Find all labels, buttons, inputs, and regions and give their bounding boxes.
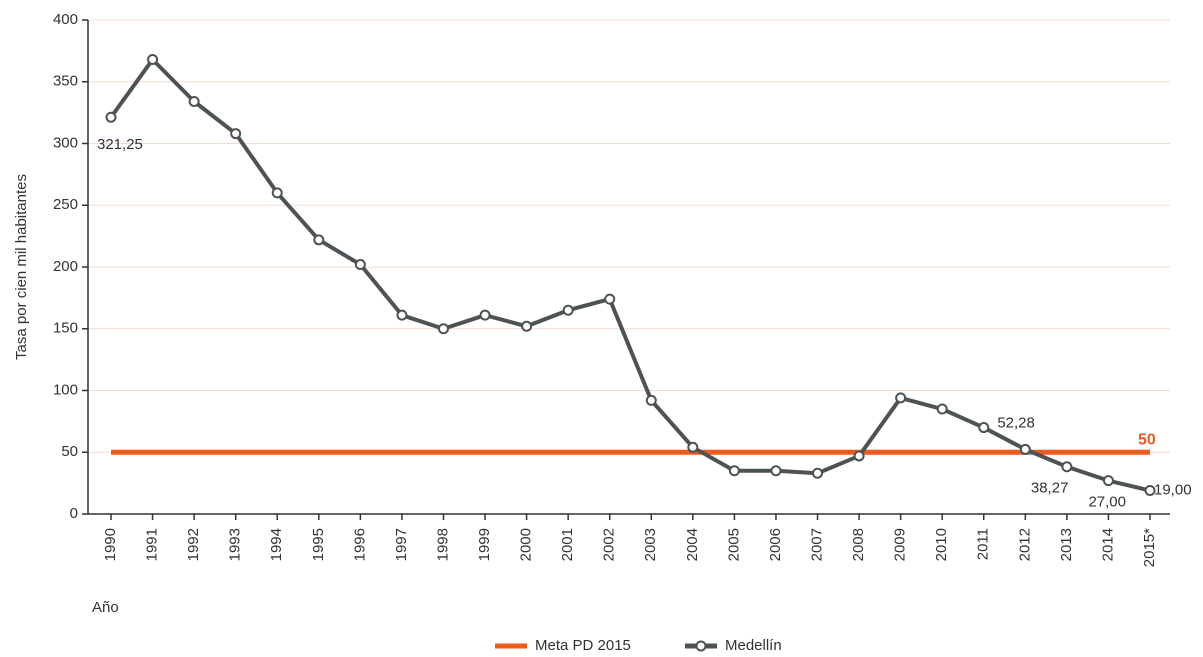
value-label: 50 — [1138, 431, 1156, 448]
point — [895, 392, 907, 404]
y-tick-label: 200 — [53, 258, 78, 275]
point — [853, 450, 865, 462]
x-tick-label: 1996 — [351, 528, 368, 561]
value-label: 52,28 — [997, 414, 1035, 431]
point — [562, 304, 574, 316]
point — [105, 111, 117, 123]
point — [1144, 485, 1156, 497]
x-tick-label: 1992 — [185, 528, 202, 561]
x-tick-label: 2001 — [559, 528, 576, 561]
x-tick-label: 1991 — [144, 528, 161, 561]
x-tick-label: 2012 — [1016, 528, 1033, 561]
x-tick-label: 2009 — [892, 528, 909, 561]
x-tick-label: 1993 — [227, 528, 244, 561]
x-tick-label: 1997 — [393, 528, 410, 561]
y-tick-label: 100 — [53, 381, 78, 398]
x-tick-label: 1995 — [310, 528, 327, 561]
x-tick-label: 2014 — [1099, 528, 1116, 561]
point — [1102, 475, 1114, 487]
x-axis-label: Año — [92, 599, 119, 616]
y-axis-label: Tasa por cien mil habitantes — [13, 174, 30, 360]
y-tick-label: 350 — [53, 73, 78, 90]
legend-label: Meta PD 2015 — [535, 637, 631, 654]
point — [147, 54, 159, 66]
value-label: 19,00 — [1154, 482, 1192, 499]
y-tick-label: 50 — [61, 443, 78, 460]
y-tick-label: 400 — [53, 11, 78, 28]
point — [396, 309, 408, 321]
value-label: 321,25 — [97, 136, 143, 153]
x-tick-label: 2005 — [725, 528, 742, 561]
point — [521, 320, 533, 332]
x-tick-label: 1998 — [434, 528, 451, 561]
point — [687, 441, 699, 453]
point — [354, 259, 366, 271]
point — [188, 96, 200, 108]
point — [812, 467, 824, 479]
legend-marker — [695, 640, 707, 652]
x-tick-label: 1990 — [102, 528, 119, 561]
x-tick-label: 2007 — [808, 528, 825, 561]
point — [479, 309, 491, 321]
x-tick-label: 2006 — [767, 528, 784, 561]
x-tick-label: 2015* — [1141, 528, 1158, 567]
x-tick-label: 2013 — [1058, 528, 1075, 561]
y-tick-label: 250 — [53, 196, 78, 213]
value-label: 27,00 — [1088, 494, 1126, 511]
point — [604, 293, 616, 305]
y-tick-label: 300 — [53, 134, 78, 151]
x-tick-label: 2010 — [933, 528, 950, 561]
x-tick-label: 2002 — [601, 528, 618, 561]
x-tick-label: 1994 — [268, 528, 285, 561]
point — [728, 465, 740, 477]
point — [645, 394, 657, 406]
x-tick-label: 2004 — [684, 528, 701, 561]
point — [978, 422, 990, 434]
point — [271, 187, 283, 199]
legend-label: Medellín — [725, 637, 782, 654]
point — [230, 128, 242, 140]
point — [437, 323, 449, 335]
y-tick-label: 150 — [53, 320, 78, 337]
point — [936, 403, 948, 415]
value-label: 38,27 — [1031, 480, 1069, 497]
point — [1019, 443, 1031, 455]
series-line — [109, 57, 1151, 493]
x-tick-label: 2000 — [518, 528, 535, 561]
point — [313, 234, 325, 246]
point — [1061, 461, 1073, 473]
x-tick-label: 2003 — [642, 528, 659, 561]
x-tick-label: 2008 — [850, 528, 867, 561]
x-tick-label: 2011 — [975, 528, 992, 560]
point — [770, 465, 782, 477]
y-tick-label: 0 — [70, 505, 78, 522]
x-tick-label: 1999 — [476, 528, 493, 561]
